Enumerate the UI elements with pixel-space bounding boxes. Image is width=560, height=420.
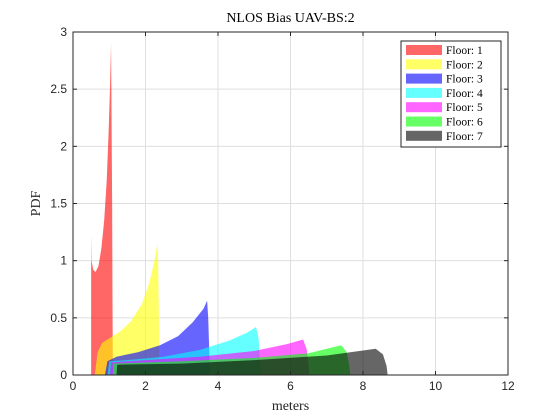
legend-label-floor-1: Floor: 1	[446, 45, 483, 57]
x-tick-label: 4	[215, 379, 222, 393]
legend-swatch-floor-4	[406, 87, 442, 98]
legend-swatch-floor-5	[406, 102, 442, 113]
legend-label-floor-2: Floor: 2	[446, 59, 483, 71]
legend-swatch-floor-1	[406, 45, 442, 55]
x-tick-label: 2	[142, 379, 149, 393]
series-layer	[91, 43, 388, 376]
y-tick-label: 0	[60, 368, 67, 382]
chart-title: NLOS Bias UAV-BS:2	[226, 11, 354, 26]
y-tick-label: 2.5	[50, 82, 67, 96]
y-tick-label: 1.5	[50, 197, 67, 211]
y-axis-label: PDF	[29, 190, 44, 216]
x-tick-label: 12	[501, 379, 515, 393]
tick-labels: 0 2 4 6 8 10 12 0 0.5 1 1.5 2 2.5 3	[50, 25, 515, 393]
legend: Floor: 1 Floor: 2 Floor: 3 Floor: 4 Floor: 5…	[400, 40, 502, 148]
legend-swatch-floor-6	[406, 116, 442, 127]
x-tick-label: 6	[287, 379, 294, 393]
x-tick-label: 0	[70, 379, 77, 393]
y-tick-label: 2	[60, 139, 67, 153]
legend-swatch-floor-7	[406, 130, 442, 141]
y-tick-label: 1	[60, 254, 67, 268]
y-tick-label: 3	[60, 25, 67, 39]
series-area-floor-7	[116, 348, 388, 375]
legend-label-floor-7: Floor: 7	[446, 131, 483, 143]
x-tick-label: 8	[360, 379, 367, 393]
series-area-floor-1	[91, 43, 113, 376]
ticks	[72, 31, 509, 376]
legend-label-floor-5: Floor: 5	[446, 102, 483, 114]
legend-swatch-floor-2	[406, 59, 442, 70]
x-axis-label: meters	[272, 399, 309, 414]
y-tick-label: 0.5	[50, 311, 67, 325]
legend-swatch-floor-3	[406, 73, 442, 84]
legend-label-floor-6: Floor: 6	[446, 117, 483, 129]
legend-label-floor-3: Floor: 3	[446, 74, 483, 86]
x-tick-label: 10	[429, 379, 443, 393]
series-area-floor-2	[94, 243, 160, 375]
legend-label-floor-4: Floor: 4	[446, 88, 483, 100]
